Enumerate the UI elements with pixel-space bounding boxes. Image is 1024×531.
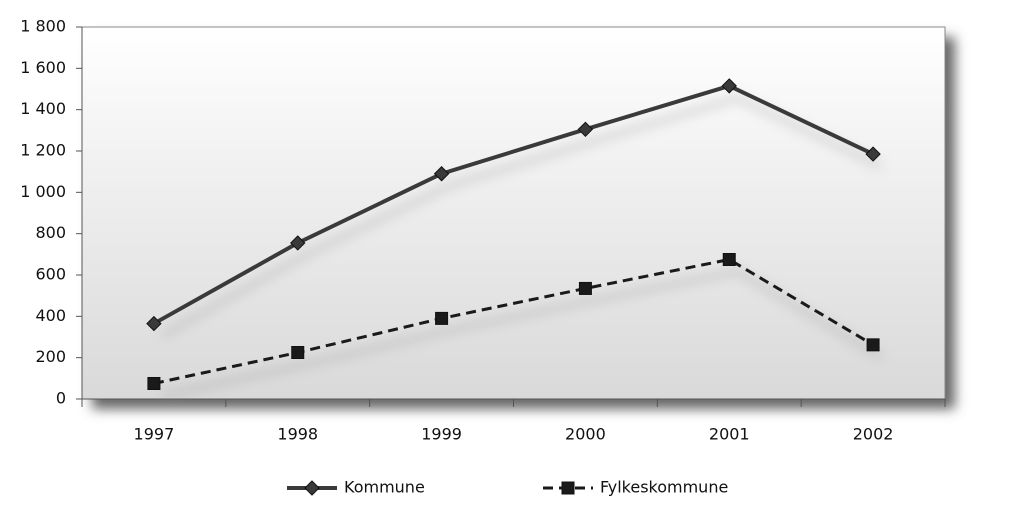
point xyxy=(722,253,736,266)
point xyxy=(146,315,162,332)
x-tick-label: 2001 xyxy=(709,425,750,444)
y-tick-label: 200 xyxy=(35,347,66,366)
point xyxy=(866,338,880,352)
y-tick-label: 1 800 xyxy=(20,17,66,36)
point xyxy=(721,78,737,94)
x-tick-label: 1997 xyxy=(134,425,175,444)
legend-marker xyxy=(561,481,575,495)
legend-label: Kommune xyxy=(344,478,425,497)
x-tick-label: 2002 xyxy=(853,425,894,444)
x-tick-label: 2000 xyxy=(565,425,606,444)
point xyxy=(435,311,449,325)
x-tick-label: 1999 xyxy=(421,425,462,444)
point xyxy=(147,377,161,390)
legend-label: Fylkeskommune xyxy=(600,478,728,497)
y-tick-label: 1 400 xyxy=(20,99,66,118)
series-line xyxy=(152,83,874,326)
point xyxy=(290,235,306,251)
y-tick-label: 400 xyxy=(35,306,66,325)
y-tick-label: 1 000 xyxy=(20,182,66,201)
point xyxy=(577,121,594,138)
series-line xyxy=(153,257,874,385)
y-tick-label: 800 xyxy=(35,223,66,242)
point xyxy=(291,346,305,359)
y-tick-label: 1 200 xyxy=(20,141,66,160)
y-tick-label: 1 600 xyxy=(20,58,66,77)
y-tick-label: 600 xyxy=(35,265,66,284)
series-shadow xyxy=(161,269,883,398)
y-tick-label: 0 xyxy=(56,389,66,408)
point xyxy=(433,166,450,182)
point xyxy=(578,281,592,295)
point xyxy=(865,146,881,162)
legend-marker xyxy=(304,480,320,496)
x-tick-label: 1998 xyxy=(277,425,318,444)
plot-area xyxy=(81,26,946,400)
series-shadow xyxy=(160,95,882,338)
